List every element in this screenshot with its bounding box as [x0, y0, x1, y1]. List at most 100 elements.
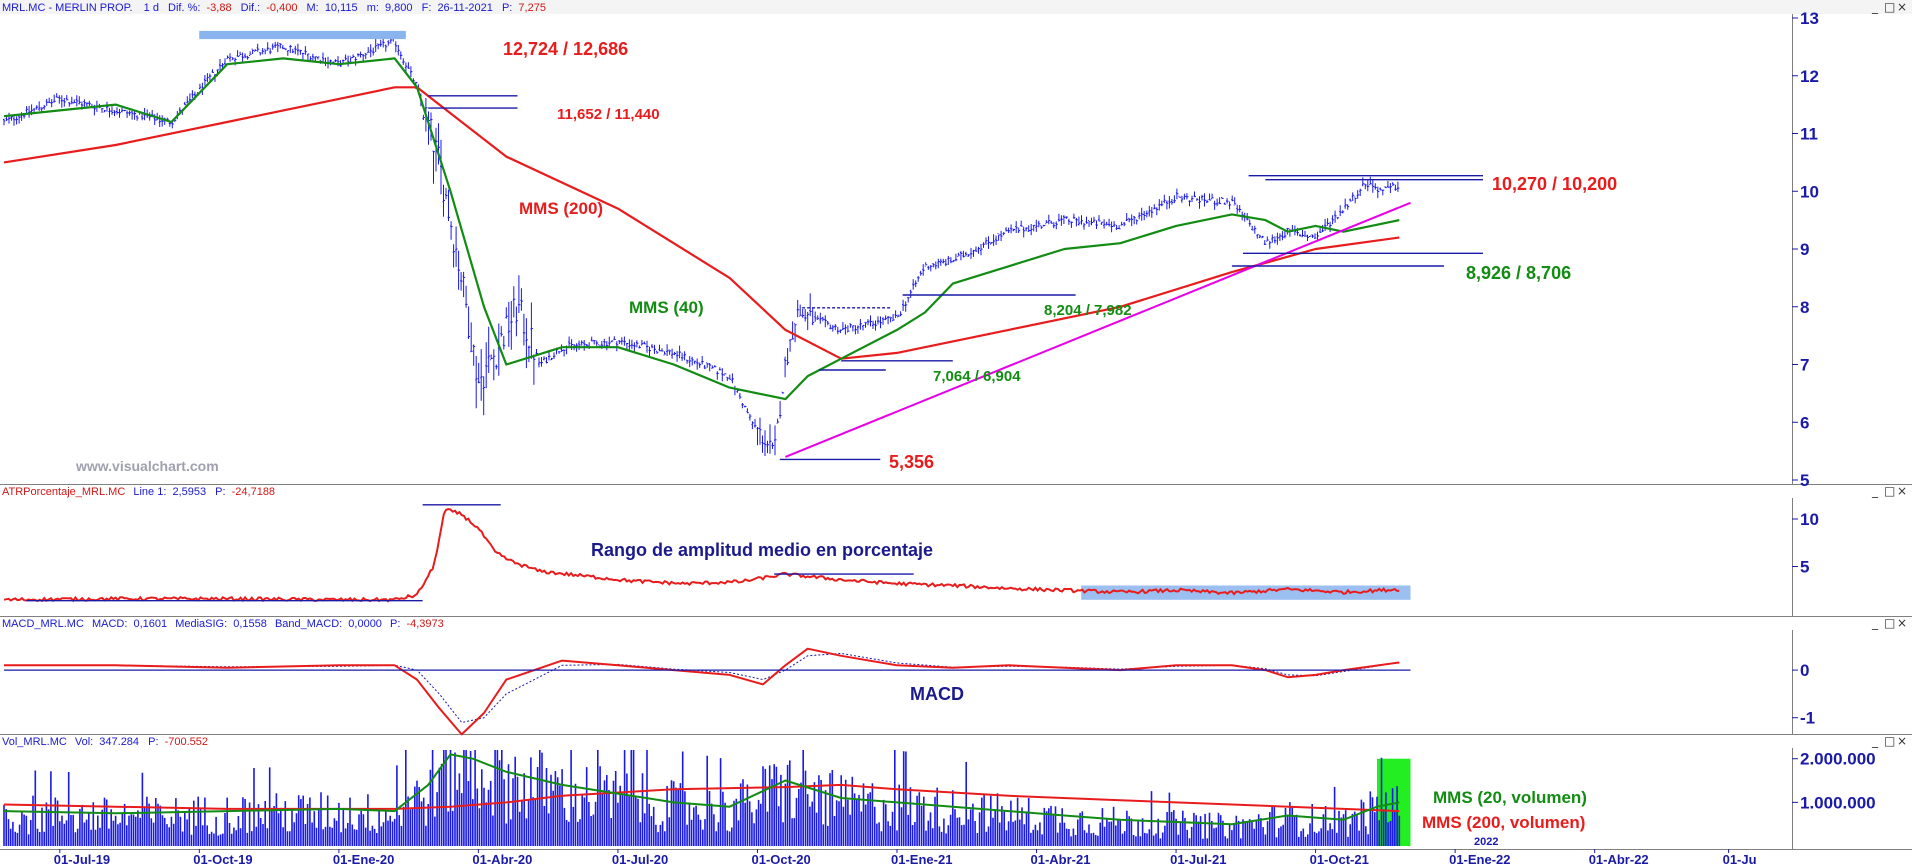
atr-y-tick-label: 10 [1800, 510, 1819, 529]
macd-line [4, 647, 1400, 736]
atr-line-value: 2,5953 [172, 486, 206, 498]
price-y-tick-label: 12 [1800, 67, 1819, 86]
header-difpct-value: -3,88 [206, 2, 231, 14]
label-macd-text: MACD [910, 684, 964, 704]
label-vol-sma20: MMS (20, volumen) [1433, 788, 1587, 807]
atr-zone [1081, 585, 1411, 600]
label-level-7064: 7,064 / 6,904 [933, 368, 1021, 385]
x-tick-label: 01-Abr-22 [1589, 852, 1649, 867]
vol-y-tick-label: 1.000.000 [1800, 793, 1876, 812]
vol-sma20-line [3, 753, 1400, 826]
atr-line-label: Line 1: [133, 486, 166, 498]
header-p-value: 7,275 [518, 2, 546, 14]
close-button[interactable]: × [1897, 616, 1907, 630]
price-panel [0, 0, 1912, 484]
header-dif-value: -0,400 [266, 2, 297, 14]
vol-window-buttons: _ □ × [1871, 734, 1907, 748]
header-p-label: P: [502, 2, 512, 14]
restore-button[interactable]: □ [1884, 484, 1895, 498]
header-dif-label: Dif.: [241, 2, 261, 14]
price-header: MRL.MC - MERLIN PROP. 1 d Dif. %: -3,88 … [2, 2, 546, 14]
header-symbol: MRL.MC - MERLIN PROP. [2, 2, 133, 14]
header-date-label: F: [422, 2, 432, 14]
vol-vol-label: Vol: [75, 736, 93, 748]
price-window-buttons: _ □ × [1871, 0, 1907, 14]
atr-p-label: P: [215, 486, 225, 498]
vol-p-value: -700.552 [165, 736, 208, 748]
x-tick-label: 01-Ene-21 [891, 852, 952, 867]
x-tick-label: 01-Ju [1723, 852, 1757, 867]
price-y-tick-label: 9 [1800, 240, 1809, 259]
macd-band-value: 0,0000 [348, 618, 382, 630]
label-year-2022: 2022 [1474, 836, 1498, 848]
label-level-8204: 8,204 / 7,982 [1044, 302, 1132, 319]
x-tick-label: 01-Jul-19 [54, 852, 110, 867]
x-tick-label: 01-Abr-21 [1031, 852, 1091, 867]
header-min-label: m: [367, 2, 379, 14]
macd-header-bar [0, 617, 1912, 630]
x-tick-label: 01-Oct-21 [1310, 852, 1369, 867]
price-y-tick-label: 11 [1800, 125, 1818, 144]
label-low-5356: 5,356 [889, 452, 934, 472]
close-button[interactable]: × [1897, 0, 1907, 14]
macd-window-buttons: _ □ × [1871, 616, 1907, 630]
macd-macd-label: MACD: [92, 618, 127, 630]
label-atr-text: Rango de amplitud medio en porcentaje [591, 540, 933, 560]
vol-vol-value: 347.284 [99, 736, 139, 748]
label-resist-recent: 10,270 / 10,200 [1492, 174, 1617, 194]
restore-button[interactable]: □ [1884, 0, 1895, 14]
atr-line [3, 507, 1400, 603]
price-y-tick-label: 5 [1800, 471, 1809, 490]
macd-p-value: -4,3973 [406, 618, 443, 630]
x-tick-label: 01-Abr-20 [472, 852, 532, 867]
label-sma40: MMS (40) [629, 298, 704, 317]
vol-y-tick-label: 2.000.000 [1800, 750, 1876, 769]
level-lines [4, 30, 1483, 671]
x-tick-label: 01-Oct-19 [193, 852, 252, 867]
volume-panel [3, 750, 1401, 846]
trend-line [785, 201, 1411, 458]
atr-window-buttons: _ □ × [1871, 484, 1907, 498]
macd-header: MACD_MRL.MC MACD: 0,1601 MediaSIG: 0,155… [2, 618, 444, 630]
watermark: www.visualchart.com [75, 458, 219, 474]
minimize-button[interactable]: _ [1871, 484, 1879, 498]
restore-button[interactable]: □ [1884, 616, 1895, 630]
header-difpct-label: Dif. %: [168, 2, 200, 14]
sma40-line [3, 57, 1400, 401]
sma200-line [3, 86, 1400, 360]
macd-sig-label: MediaSIG: [175, 618, 227, 630]
vol-header-bar [0, 735, 1912, 748]
minimize-button[interactable]: _ [1871, 0, 1879, 14]
minimize-button[interactable]: _ [1871, 616, 1879, 630]
macd-signal-line [4, 652, 1400, 723]
label-support-recent: 8,926 / 8,706 [1466, 263, 1571, 283]
x-tick-label: 01-Jul-20 [612, 852, 668, 867]
macd-band-label: Band_MACD: [275, 618, 342, 630]
vol-header: Vol_MRL.MC Vol: 347.284 P: -700.552 [2, 736, 208, 748]
price-y-tick-label: 8 [1800, 298, 1809, 317]
label-vol-sma200: MMS (200, volumen) [1422, 813, 1585, 832]
macd-name: MACD_MRL.MC [2, 618, 84, 630]
atr-header: ATRPorcentaje_MRL.MC Line 1: 2,5953 P: -… [2, 486, 275, 498]
label-resist-mid: 11,652 / 11,440 [557, 106, 660, 123]
close-button[interactable]: × [1897, 484, 1907, 498]
header-max-value: 10,115 [325, 2, 358, 14]
minimize-button[interactable]: _ [1871, 734, 1879, 748]
macd-y-tick-label: -1 [1800, 709, 1815, 728]
header-max-label: M: [307, 2, 319, 14]
atr-p-value: -24,7188 [232, 486, 275, 498]
vol-sma200-line [3, 783, 1400, 813]
vol-name: Vol_MRL.MC [2, 736, 67, 748]
x-tick-label: 01-Ene-20 [333, 852, 394, 867]
price-y-tick-label: 7 [1800, 356, 1809, 375]
axes: 5 6 7 8 9 10 11 12 13 5 10 -1 0 1.000.000 2.000.000 01-… [54, 9, 1876, 867]
label-sma200: MMS (200) [519, 199, 603, 218]
volume-bars [3, 750, 1401, 846]
price-y-tick-label: 10 [1800, 182, 1819, 201]
vol-p-label: P: [148, 736, 158, 748]
price-y-tick-label: 13 [1800, 9, 1819, 28]
close-button[interactable]: × [1897, 734, 1907, 748]
macd-sig-value: 0,1558 [233, 618, 267, 630]
restore-button[interactable]: □ [1884, 734, 1895, 748]
